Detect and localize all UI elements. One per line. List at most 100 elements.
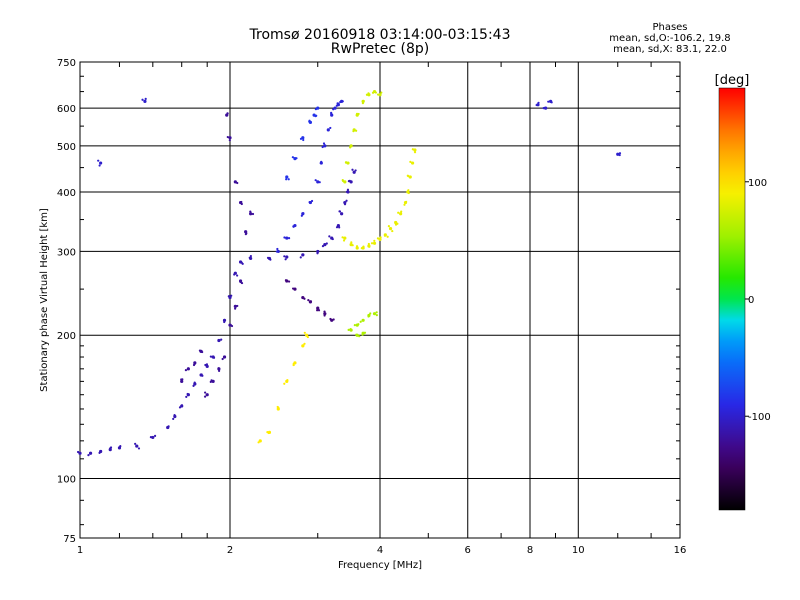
data-point — [349, 144, 353, 148]
grid-lines — [80, 62, 680, 538]
data-point — [240, 200, 243, 204]
data-point — [287, 280, 291, 283]
data-point — [550, 101, 553, 104]
data-point — [240, 281, 244, 285]
data-point — [308, 201, 311, 204]
trace-o-mode-blue-cusp — [285, 106, 320, 181]
data-point — [205, 393, 209, 397]
x-tick-label: 6 — [465, 545, 471, 556]
data-point — [339, 100, 342, 104]
data-point — [371, 91, 375, 94]
data-point — [323, 144, 327, 148]
phase-info-o-mode: mean, sd,O:-106.2, 19.8 — [609, 33, 731, 44]
data-point — [365, 93, 369, 96]
data-point — [307, 299, 310, 302]
data-point — [236, 274, 239, 277]
data-point — [321, 145, 324, 149]
data-point — [198, 349, 202, 352]
data-point — [362, 245, 365, 248]
data-point — [309, 300, 313, 303]
data-point — [259, 440, 262, 443]
data-point — [137, 447, 141, 450]
data-point — [314, 179, 317, 182]
y-tick-label: 600 — [57, 104, 76, 115]
data-point — [338, 226, 341, 229]
y-tick-label: 100 — [57, 475, 76, 486]
data-point — [361, 102, 365, 105]
data-point — [341, 100, 344, 103]
data-point — [291, 287, 295, 290]
data-point — [616, 152, 620, 156]
data-point — [230, 294, 233, 297]
data-point — [341, 236, 344, 239]
data-point — [317, 309, 321, 312]
data-point — [205, 364, 209, 369]
data-point — [223, 318, 226, 322]
data-point — [394, 223, 398, 226]
colorbar-tick-label: -100 — [748, 412, 771, 423]
data-point — [323, 310, 326, 313]
data-point — [230, 324, 234, 328]
data-point — [367, 315, 370, 318]
data-point — [234, 180, 237, 183]
data-point — [323, 243, 327, 247]
data-point — [153, 434, 157, 437]
data-point — [151, 435, 155, 440]
data-point — [283, 255, 286, 258]
data-point — [374, 91, 378, 94]
chart-title: Tromsø 20160918 03:14:00-03:15:43 — [249, 27, 511, 43]
data-point — [323, 314, 326, 317]
data-point — [329, 317, 332, 321]
data-point — [134, 442, 137, 445]
data-point — [303, 331, 306, 334]
data-point — [193, 381, 196, 384]
colorbar-tick-label: 0 — [748, 295, 754, 306]
data-point — [383, 234, 387, 237]
data-point — [346, 188, 350, 191]
trace-x-mode-low — [347, 311, 378, 338]
data-point — [249, 212, 253, 216]
data-point — [373, 239, 376, 242]
data-point — [353, 324, 356, 327]
data-point — [178, 406, 182, 409]
data-point — [141, 98, 144, 101]
data-point — [203, 395, 207, 398]
data-point — [370, 242, 374, 245]
data-point — [411, 162, 414, 165]
data-point — [375, 314, 378, 317]
data-point — [345, 190, 348, 193]
data-point — [180, 378, 183, 381]
data-point — [335, 226, 339, 229]
data-point — [316, 180, 320, 184]
phase-info-heading: Phases — [652, 22, 688, 33]
data-point — [89, 452, 92, 455]
data-point — [299, 137, 303, 140]
data-point — [347, 328, 350, 331]
x-axis-label: Frequency [MHz] — [338, 560, 422, 571]
data-point — [319, 162, 322, 165]
data-point — [344, 161, 348, 164]
data-point — [78, 452, 82, 455]
data-point — [221, 357, 224, 361]
data-point — [340, 212, 344, 216]
data-point — [341, 179, 345, 183]
data-point — [618, 153, 621, 157]
data-point — [285, 236, 289, 240]
data-point — [350, 241, 353, 244]
data-point — [286, 379, 289, 382]
data-point — [361, 333, 364, 336]
phase-info-x-mode: mean, sd,X: 83.1, 22.0 — [613, 44, 727, 55]
y-tick-label: 200 — [57, 331, 76, 342]
data-point — [292, 225, 295, 228]
trace-isolated-echoes — [97, 97, 622, 167]
data-point — [355, 333, 358, 336]
data-point — [618, 152, 622, 155]
data-point — [316, 306, 320, 310]
data-point — [331, 237, 334, 241]
data-point — [245, 232, 248, 235]
chart-subtitle: RwPretec (8p) — [330, 41, 430, 57]
data-point — [180, 379, 184, 383]
data-point — [240, 261, 243, 264]
data-point — [220, 338, 223, 341]
data-point — [187, 367, 190, 370]
